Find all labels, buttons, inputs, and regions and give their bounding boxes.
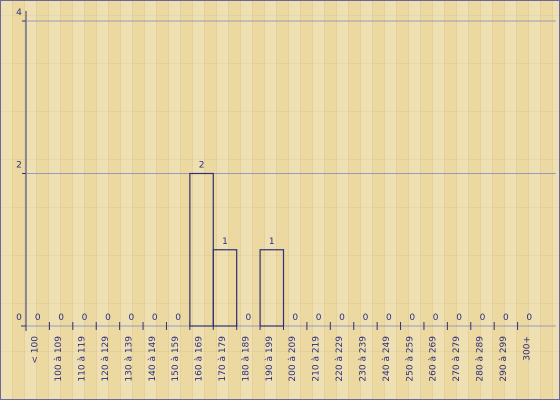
bar — [259, 249, 285, 327]
x-tick-label: 170 à 179 — [218, 336, 228, 382]
x-tick-label: 100 à 109 — [54, 336, 64, 382]
x-tick-label: 250 à 259 — [405, 336, 415, 382]
value-label: 0 — [456, 313, 462, 323]
x-tick-label: 300+ — [522, 336, 532, 361]
value-label: 0 — [433, 313, 439, 323]
x-tick-label: 130 à 139 — [124, 336, 134, 382]
value-label: 0 — [82, 313, 88, 323]
value-label: 0 — [175, 313, 181, 323]
value-label: 0 — [503, 313, 509, 323]
x-tick-label: 110 à 119 — [78, 336, 88, 382]
value-label: 0 — [526, 313, 532, 323]
value-label: 0 — [128, 313, 134, 323]
value-label: 1 — [269, 237, 275, 247]
x-tick-label: 240 à 249 — [382, 336, 392, 382]
y-tick-label: 0 — [16, 313, 22, 323]
x-tick-label: 210 à 219 — [312, 336, 322, 382]
value-label: 0 — [246, 313, 252, 323]
y-tick-label: 4 — [16, 8, 22, 18]
x-tick-label: < 100 — [31, 336, 41, 364]
y-tick-label: 2 — [16, 161, 22, 171]
x-tick-label: 200 à 209 — [288, 336, 298, 382]
bar — [189, 172, 214, 327]
value-label: 0 — [409, 313, 415, 323]
x-tick-label: 270 à 279 — [452, 336, 462, 382]
value-label: 0 — [339, 313, 345, 323]
x-tick-label: 260 à 269 — [429, 336, 439, 382]
x-tick-label: 150 à 159 — [171, 336, 181, 382]
value-label: 0 — [58, 313, 64, 323]
x-tick-label: 230 à 239 — [358, 336, 368, 382]
x-tick-label: 160 à 169 — [195, 336, 205, 382]
value-label: 0 — [363, 313, 369, 323]
x-tick-label: 290 à 299 — [499, 336, 509, 382]
value-label: 0 — [35, 313, 41, 323]
value-label: 0 — [480, 313, 486, 323]
value-label: 0 — [152, 313, 158, 323]
x-tick-label: 180 à 189 — [241, 336, 251, 382]
value-label: 0 — [316, 313, 322, 323]
value-label: 1 — [222, 237, 228, 247]
bar — [212, 249, 238, 327]
x-tick-label: 140 à 149 — [148, 336, 158, 382]
value-label: 0 — [105, 313, 111, 323]
value-label: 0 — [292, 313, 298, 323]
value-label: 2 — [199, 161, 205, 171]
value-label: 0 — [386, 313, 392, 323]
x-tick-label: 120 à 129 — [101, 336, 111, 382]
x-tick-label: 190 à 199 — [265, 336, 275, 382]
x-tick-label: 220 à 229 — [335, 336, 345, 382]
x-tick-label: 280 à 289 — [475, 336, 485, 382]
